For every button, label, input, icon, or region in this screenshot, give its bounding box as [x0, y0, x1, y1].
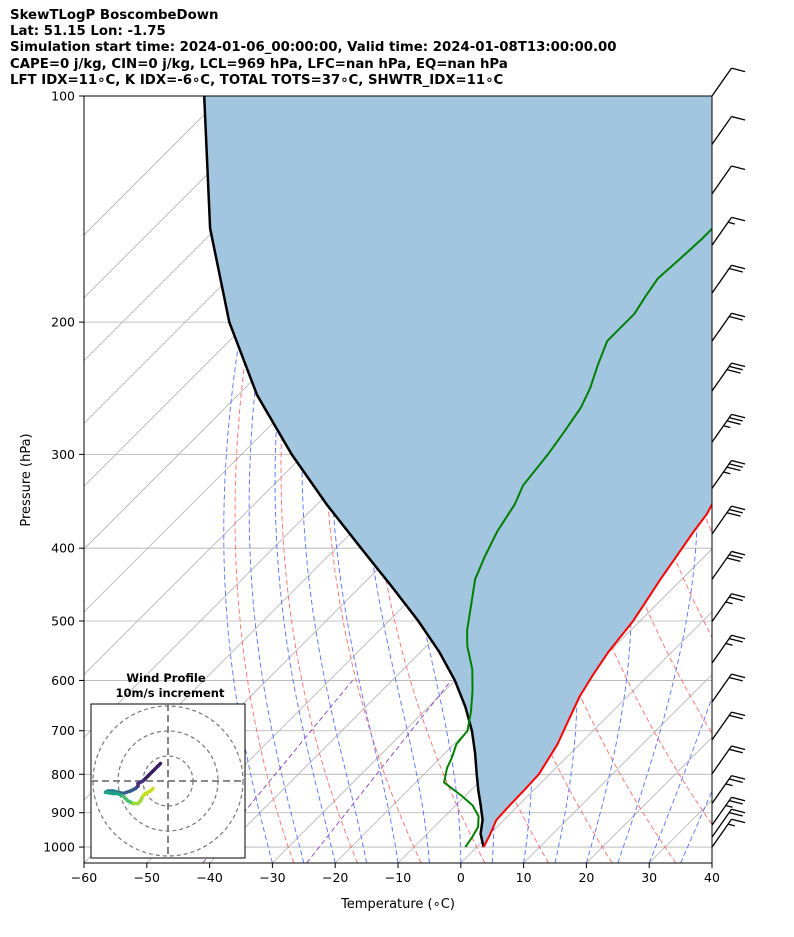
wind-barb [711, 67, 746, 97]
cape-cin-shading [204, 96, 712, 848]
x-axis-label: Temperature (∘C) [340, 897, 455, 912]
moist-adiabat [648, 696, 712, 863]
wind-barb [711, 808, 746, 838]
x-tick-label: −60 [71, 870, 97, 885]
title-times: Simulation start time: 2024-01-06_00:00:… [10, 40, 617, 56]
moist-adiabat [680, 789, 712, 863]
chart-title-block: SkewTLogP BoscombeDown Lat: 51.15 Lon: -… [10, 8, 617, 89]
parcel-profile-line [202, 96, 485, 848]
moist-adiabat [223, 96, 300, 863]
moist-adiabat [274, 96, 336, 863]
y-tick-label: 600 [51, 673, 75, 688]
x-tick-label: −50 [134, 870, 160, 885]
wind-barb [711, 634, 746, 664]
x-tick-label: 30 [641, 870, 657, 885]
y-tick-label: 1000 [43, 840, 75, 855]
title-location: Lat: 51.15 Lon: -1.75 [10, 24, 166, 40]
wind-barb [711, 745, 746, 775]
hodograph-subtitle: 10m/s increment [116, 686, 225, 700]
hodograph-plot-area [91, 704, 245, 858]
title-station: SkewTLogP BoscombeDown [10, 8, 219, 23]
mixing-ratio-line [202, 680, 353, 863]
x-tick-label: 20 [578, 870, 594, 885]
wind-barb [711, 673, 746, 703]
x-tick-label: 10 [516, 870, 532, 885]
isotherm-line [523, 674, 712, 863]
y-tick-label: 300 [51, 447, 75, 462]
y-tick-label: 200 [51, 315, 75, 330]
title-indices-line: LFT IDX=11∘C, K IDX=-6∘C, TOTAL TOTS=37∘… [10, 72, 504, 88]
wind-barb [711, 165, 746, 195]
x-tick-label: −10 [385, 870, 411, 885]
dry-adiabat [234, 96, 304, 863]
dry-adiabat [759, 96, 794, 863]
moist-adiabat [301, 96, 368, 863]
y-tick-label: 800 [51, 767, 75, 782]
wind-barb [711, 459, 746, 489]
moist-adiabat [711, 861, 712, 863]
moist-adiabat [360, 96, 430, 863]
wind-barb [711, 593, 746, 623]
wind-barb [711, 818, 746, 848]
mixing-ratio-line [306, 680, 452, 863]
wind-barb [711, 796, 746, 826]
y-tick-label: 400 [51, 541, 75, 556]
y-tick-label: 500 [51, 613, 75, 628]
wind-barb [711, 115, 746, 145]
y-axis-label: Pressure (hPa) [19, 433, 34, 526]
x-tick-label: −40 [196, 870, 222, 885]
y-tick-label: 900 [51, 805, 75, 820]
x-tick-label: −20 [322, 870, 348, 885]
hodograph-title: Wind Profile [126, 671, 206, 685]
wind-barb [711, 264, 746, 294]
isotherm-line [84, 96, 287, 299]
hodograph-segment [148, 786, 155, 793]
moist-adiabat [329, 96, 399, 863]
dewpoint-line [442, 227, 712, 848]
y-tick-label: 100 [51, 89, 75, 104]
dry-adiabat [324, 96, 422, 863]
wind-barb [711, 550, 746, 580]
wind-barb [711, 505, 746, 535]
isotherm-line [460, 611, 712, 863]
wind-barb [711, 362, 746, 392]
wind-barb [711, 216, 746, 246]
wind-barb [711, 775, 746, 804]
isotherm-line [84, 96, 224, 236]
wind-barb [711, 711, 746, 741]
dry-adiabat [726, 96, 794, 863]
title-cape-line: CAPE=0 j/kg, CIN=0 j/kg, LCL=969 hPa, LF… [10, 56, 508, 72]
x-tick-label: 0 [457, 870, 465, 885]
x-tick-label: −30 [259, 870, 285, 885]
x-tick-label: 40 [704, 870, 720, 885]
wind-barb [711, 312, 746, 342]
moist-adiabat [248, 96, 317, 863]
y-tick-label: 700 [51, 723, 75, 738]
moist-adiabat [743, 96, 794, 863]
wind-barb [711, 413, 746, 443]
isotherm-line [711, 862, 712, 863]
temperature-line [482, 502, 712, 848]
